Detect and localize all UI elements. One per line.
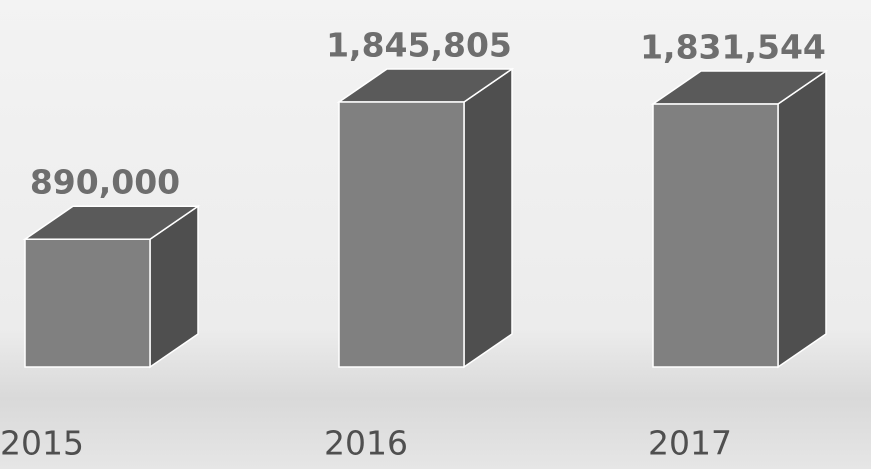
- bar: [24, 238, 151, 368]
- bar: [652, 103, 779, 368]
- x-tick-label: 2017: [648, 424, 732, 463]
- value-label: 1,845,805: [326, 26, 512, 65]
- x-tick-label: 2016: [324, 424, 408, 463]
- value-label: 890,000: [30, 163, 180, 202]
- x-tick-label: 2015: [0, 424, 84, 463]
- bar-side: [777, 69, 827, 369]
- bar: [338, 101, 465, 368]
- value-label: 1,831,544: [640, 28, 826, 67]
- bar-side: [463, 67, 513, 369]
